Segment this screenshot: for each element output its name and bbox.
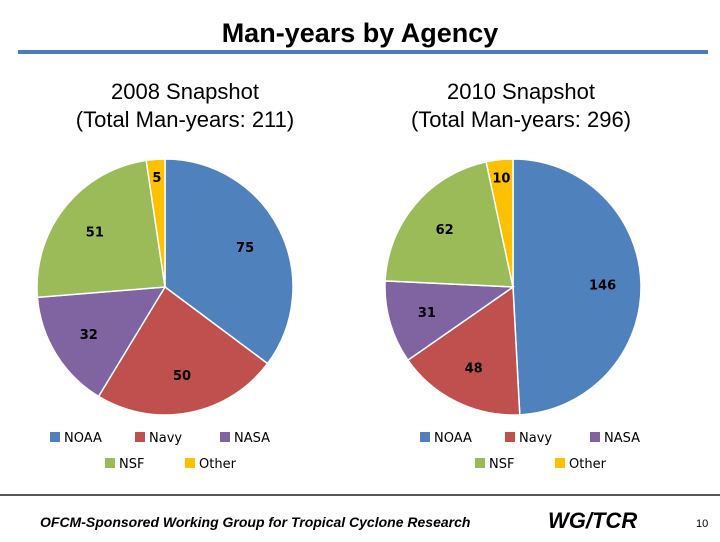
- data-label-nasa: 32: [80, 328, 98, 343]
- data-label-navy: 48: [465, 361, 483, 376]
- chart-2008-title: 2008 Snapshot (Total Man-years: 211): [35, 78, 335, 134]
- legend-label-nsf: NSF: [489, 457, 514, 472]
- pie-slice-nsf: [384, 160, 514, 288]
- chart-2010-title-line1: 2010 Snapshot: [446, 79, 596, 104]
- legend-label-other: Other: [199, 457, 237, 472]
- pie-slice-nasa: [384, 280, 516, 362]
- legend-swatch-nsf: [105, 458, 115, 468]
- legend-swatch-noaa: [420, 432, 430, 442]
- page-number: 10: [696, 518, 709, 530]
- pie-slice-noaa: [164, 158, 294, 365]
- chart-2010-title: 2010 Snapshot (Total Man-years: 296): [371, 78, 671, 134]
- footer-text: OFCM-Sponsored Working Group for Tropica…: [40, 514, 471, 530]
- legend-swatch-nsf: [475, 458, 485, 468]
- chart-2010-title-line2: (Total Man-years: 296): [410, 107, 632, 132]
- pie-slice-other: [145, 158, 166, 288]
- pie-slice-other: [485, 158, 514, 288]
- legend-label-noaa: NOAA: [434, 431, 472, 446]
- legend-label-nasa: NASA: [604, 431, 640, 446]
- legend-label-other: Other: [569, 457, 607, 472]
- legend-label-nsf: NSF: [119, 457, 144, 472]
- data-label-nsf: 51: [86, 225, 104, 240]
- legend-swatch-other: [185, 458, 195, 468]
- legend-swatch-other: [555, 458, 565, 468]
- footer-logo: WG/TCR: [548, 508, 638, 533]
- title-divider: [18, 50, 708, 54]
- legend-label-navy: Navy: [519, 431, 552, 446]
- data-label-noaa: 146: [589, 279, 616, 294]
- legend-swatch-noaa: [50, 432, 60, 442]
- chart-2008-title-line1: 2008 Snapshot: [110, 79, 260, 104]
- pie-slice-nsf: [36, 159, 166, 299]
- pie-slice-navy: [97, 285, 269, 416]
- legend-swatch-nasa: [590, 432, 600, 442]
- data-label-navy: 50: [173, 369, 191, 384]
- legend-swatch-navy: [505, 432, 515, 442]
- pie-slice-nasa: [36, 286, 167, 398]
- data-label-nasa: 31: [418, 306, 436, 321]
- legend-label-noaa: NOAA: [64, 431, 102, 446]
- data-label-noaa: 75: [236, 241, 254, 256]
- legend-label-nasa: NASA: [234, 431, 270, 446]
- data-label-nsf: 62: [436, 223, 454, 238]
- pie-1: 146 48 31 62 10 NOAA Navy NASA NSF Other: [384, 158, 642, 472]
- legend-swatch-nasa: [220, 432, 230, 442]
- chart-2008-title-line2: (Total Man-years: 211): [75, 107, 295, 132]
- footer-bar: OFCM-Sponsored Working Group for Tropica…: [0, 494, 720, 542]
- pie-0: 75 50 32 51 5 NOAA Navy NASA NSF Other: [36, 158, 294, 472]
- pie-slice-navy: [406, 285, 521, 416]
- slide-title: Man-years by Agency: [221, 18, 499, 48]
- legend-label-navy: Navy: [149, 431, 182, 446]
- data-label-other: 5: [152, 171, 161, 186]
- data-label-other: 10: [492, 172, 510, 187]
- pie-charts: 75 50 32 51 5 NOAA Navy NASA NSF Other 146 48 31 62 10…: [36, 158, 642, 472]
- legend-swatch-navy: [135, 432, 145, 442]
- pie-slice-noaa: [512, 158, 642, 416]
